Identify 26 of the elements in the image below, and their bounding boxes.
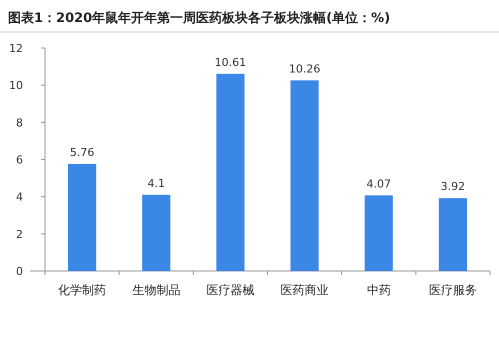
bar (142, 194, 170, 271)
x-tick-label: 医药商业 (280, 283, 329, 297)
y-tick-label: 6 (16, 154, 23, 166)
data-label: 3.92 (440, 180, 466, 194)
y-tick-label: 12 (9, 42, 23, 55)
x-tick-label: 医疗器械 (206, 283, 254, 297)
x-tick-label: 医疗服务 (428, 283, 477, 297)
y-tick-label: 2 (16, 228, 23, 241)
y-tick-label: 10 (9, 79, 23, 92)
data-label: 5.76 (70, 146, 94, 159)
data-label: 10.61 (214, 56, 246, 69)
y-tick-label: 0 (16, 265, 23, 278)
x-tick-label: 生物制品 (132, 283, 180, 297)
data-label: 10.26 (288, 62, 320, 76)
bar (216, 74, 245, 271)
bar (438, 198, 468, 271)
bar (68, 164, 96, 271)
bar (290, 80, 319, 271)
y-tick-label: 4 (16, 190, 23, 204)
chart-title: 图表1：2020年鼠年开年第一周医药板块各子板块涨幅(单位：%) (8, 10, 390, 26)
data-label: 4.07 (366, 177, 391, 190)
bar (364, 195, 393, 271)
data-label: 4.1 (148, 176, 165, 190)
x-tick-label: 化学制药 (58, 283, 106, 297)
y-tick-label: 8 (16, 116, 23, 130)
x-tick-label: 中药 (366, 283, 391, 297)
